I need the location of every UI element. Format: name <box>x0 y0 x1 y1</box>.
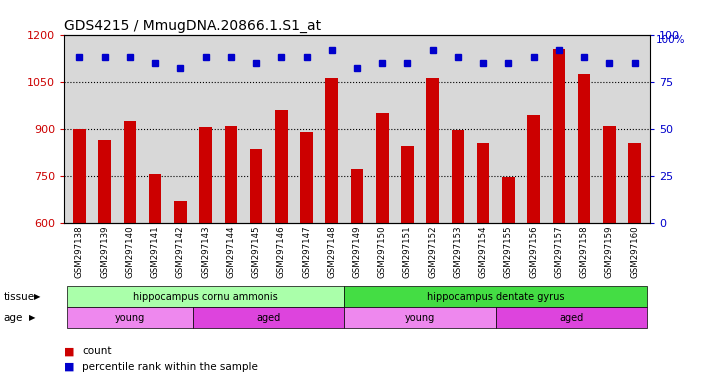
Bar <box>578 74 590 223</box>
Bar <box>99 140 111 223</box>
Text: ▶: ▶ <box>34 292 41 301</box>
Bar <box>628 143 641 223</box>
Text: ▶: ▶ <box>29 313 35 322</box>
Text: young: young <box>405 313 436 323</box>
Text: GDS4215 / MmugDNA.20866.1.S1_at: GDS4215 / MmugDNA.20866.1.S1_at <box>64 19 321 33</box>
Text: young: young <box>115 313 145 323</box>
Text: age: age <box>4 313 23 323</box>
Text: aged: aged <box>559 313 583 323</box>
Bar <box>275 110 288 223</box>
Bar <box>149 174 161 223</box>
Bar <box>553 49 565 223</box>
Bar <box>199 127 212 223</box>
Bar <box>603 126 615 223</box>
Bar <box>477 143 490 223</box>
Bar <box>502 177 515 223</box>
Bar <box>528 114 540 223</box>
Bar <box>174 201 186 223</box>
Bar <box>124 121 136 223</box>
Bar <box>426 78 439 223</box>
Bar <box>452 130 464 223</box>
Text: ■: ■ <box>64 362 75 372</box>
Bar <box>351 169 363 223</box>
Bar <box>376 113 388 223</box>
Bar <box>300 132 313 223</box>
Text: aged: aged <box>256 313 281 323</box>
Bar <box>250 149 262 223</box>
Text: 100%: 100% <box>655 35 685 45</box>
Text: tissue: tissue <box>4 291 35 302</box>
Text: hippocampus dentate gyrus: hippocampus dentate gyrus <box>427 291 565 302</box>
Text: hippocampus cornu ammonis: hippocampus cornu ammonis <box>134 291 278 302</box>
Bar <box>326 78 338 223</box>
Bar <box>73 129 86 223</box>
Text: ■: ■ <box>64 346 75 356</box>
Bar <box>224 126 237 223</box>
Text: percentile rank within the sample: percentile rank within the sample <box>82 362 258 372</box>
Text: count: count <box>82 346 111 356</box>
Bar <box>401 146 414 223</box>
